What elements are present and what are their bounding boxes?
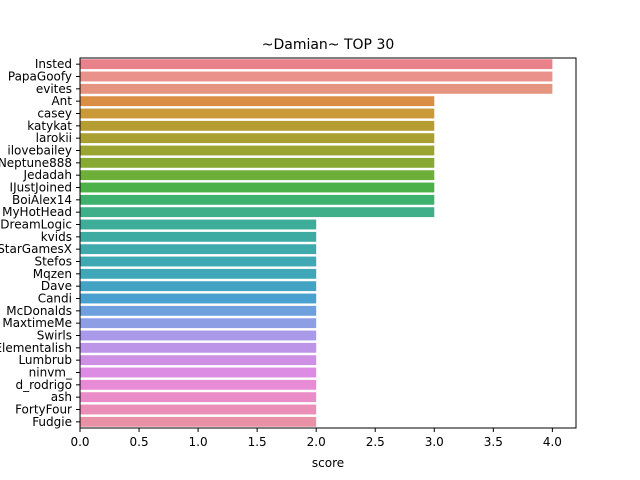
bar	[80, 96, 435, 107]
x-tick-label: 1.0	[189, 435, 208, 449]
y-tick-label: Neptune888	[0, 156, 72, 170]
bar	[80, 256, 317, 267]
bar	[80, 268, 317, 279]
bar	[80, 120, 435, 131]
bar	[80, 330, 317, 341]
bar	[80, 157, 435, 168]
y-tick-label: ash	[51, 390, 72, 404]
y-tick-label: Stefos	[34, 255, 72, 269]
bar	[80, 404, 317, 415]
bar	[80, 342, 317, 353]
y-tick-label: d_rodrigo	[16, 378, 72, 392]
y-tick-label: FortyFour	[15, 403, 72, 417]
bar	[80, 207, 435, 218]
x-axis-label: score	[312, 456, 344, 470]
y-tick-label: Elementalish	[0, 341, 72, 355]
y-tick-label: McDonalds	[6, 304, 72, 318]
y-tick-label: ilovebailey	[7, 144, 72, 158]
y-tick-label: PapaGoofy	[8, 70, 72, 84]
y-tick-label: Candi	[38, 292, 72, 306]
chart-title: ~Damian~ TOP 30	[262, 37, 395, 53]
bar	[80, 392, 317, 403]
bar	[80, 355, 317, 366]
bar	[80, 145, 435, 156]
y-tick-label: Fudgie	[32, 415, 72, 429]
bar	[80, 293, 317, 304]
x-tick-label: 1.5	[248, 435, 267, 449]
x-tick-label: 3.0	[425, 435, 444, 449]
y-tick-label: ninvm_	[29, 366, 73, 380]
y-tick-label: MaxtimeMe	[2, 316, 72, 330]
y-tick-labels: InstedPapaGoofyevitesAntcaseykatykatlaro…	[0, 57, 80, 429]
y-tick-label: Lumbrub	[18, 353, 72, 367]
x-axis-ticks: 0.0 0.5 1.0 1.5 2.0 2.5 3.0 3.5 4.0	[70, 428, 562, 449]
bar	[80, 83, 553, 94]
bar	[80, 367, 317, 378]
y-tick-label: larokii	[36, 131, 72, 145]
bar	[80, 244, 317, 255]
bar	[80, 231, 317, 242]
bar	[80, 71, 553, 82]
x-tick-label: 0.0	[70, 435, 89, 449]
y-tick-label: evites	[36, 82, 72, 96]
bar	[80, 379, 317, 390]
bar	[80, 59, 553, 70]
bar	[80, 170, 435, 181]
y-tick-label: casey	[37, 107, 72, 121]
y-tick-label: MyHotHead	[2, 205, 72, 219]
bar	[80, 133, 435, 144]
bar	[80, 305, 317, 316]
x-tick-label: 0.5	[130, 435, 149, 449]
y-tick-label: Swirls	[37, 329, 72, 343]
y-tick-label: Insted	[35, 57, 72, 71]
y-tick-label: Mqzen	[33, 267, 72, 281]
bar	[80, 108, 435, 119]
bars-group	[80, 59, 553, 427]
y-tick-label: IJustJoined	[10, 181, 72, 195]
bar	[80, 416, 317, 427]
bar	[80, 194, 435, 205]
bar	[80, 318, 317, 329]
x-tick-label: 2.0	[307, 435, 326, 449]
x-tick-label: 4.0	[543, 435, 562, 449]
bar	[80, 182, 435, 193]
bar	[80, 281, 317, 292]
x-tick-label: 3.5	[484, 435, 503, 449]
x-tick-label: 2.5	[366, 435, 385, 449]
y-tick-label: BoiAlex14	[12, 193, 72, 207]
y-tick-label: kvids	[41, 230, 72, 244]
y-tick-label: Dave	[41, 279, 72, 293]
y-tick-label: StarGamesX	[0, 242, 72, 256]
y-tick-label: Ant	[51, 94, 72, 108]
plot-frame	[79, 57, 577, 429]
y-tick-label: Jedadah	[23, 168, 72, 182]
bar	[80, 219, 317, 230]
y-tick-label: DreamLogic	[0, 218, 72, 232]
y-tick-label: katykat	[27, 119, 72, 133]
